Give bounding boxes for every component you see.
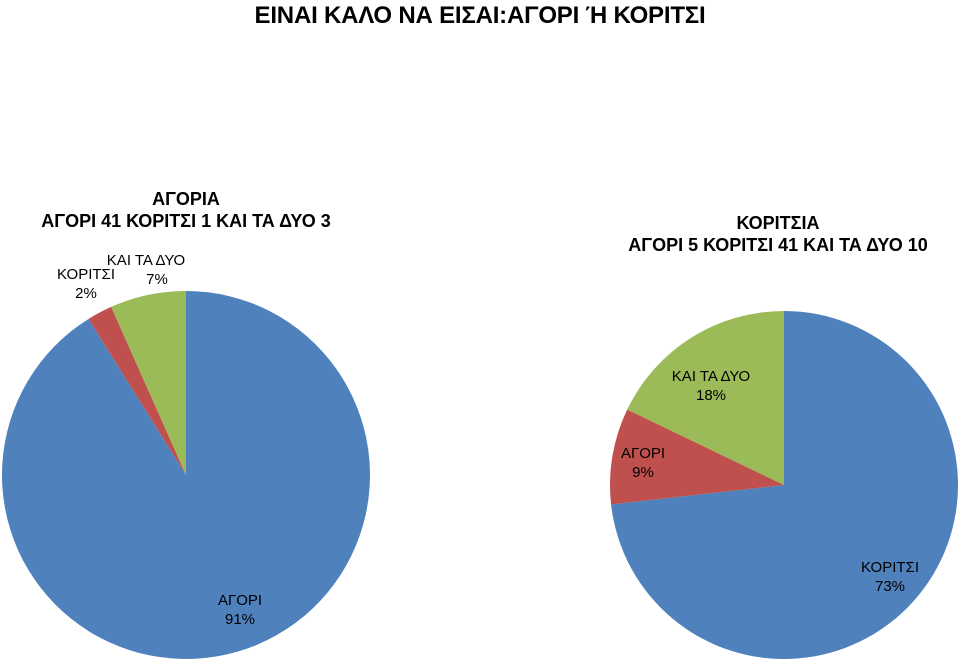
slice-label-boys-koritsi: ΚΟΡΙΤΣΙ 2% (57, 266, 115, 302)
slice-girls-kai-ta-dyo (627, 311, 784, 485)
slice-boys-agori (1, 291, 370, 660)
slice-label-boys-agori: ΑΓΟΡΙ 91% (217, 592, 263, 628)
slice-boys-koritsi (88, 306, 186, 475)
slice-girls-agori (609, 409, 784, 505)
chart-boys-title-line2: ΑΓΟΡΙ 41 ΚΟΡΙΤΣΙ 1 ΚΑΙ ΤΑ ΔΥΟ 3 (41, 211, 331, 231)
chart-boys-title-line1: ΑΓΟΡΙΑ (152, 189, 220, 209)
slice-label-girls-koritsi: ΚΟΡΙΤΣΙ 73% (861, 559, 919, 595)
slice-label-girls-kai-ta-dyo: ΚΑΙ ΤΑ ΔΥΟ 18% (671, 368, 751, 404)
slice-label-boys-kai-ta-dyo: ΚΑΙ ΤΑ ΔΥΟ 7% (106, 252, 186, 288)
slice-boys-kai-ta-dyo (111, 291, 186, 475)
chart-girls-title-line1: ΚΟΡΙΤΣΙΑ (736, 213, 820, 233)
chart-girls-title-line2: ΑΓΟΡΙ 5 ΚΟΡΙΤΣΙ 41 ΚΑΙ ΤΑ ΔΥΟ 10 (628, 235, 928, 255)
page-title: ΕΙΝΑΙ ΚΑΛΟ ΝΑ ΕΙΣΑΙ:ΑΓΟΡΙ Ή ΚΟΡΙΤΣΙ (254, 2, 706, 29)
slice-girls-koritsi (611, 311, 958, 660)
chart-boys-title: ΑΓΟΡΙΑ ΑΓΟΡΙ 41 ΚΟΡΙΤΣΙ 1 ΚΑΙ ΤΑ ΔΥΟ 3 (0, 188, 372, 232)
chart-girls-title: ΚΟΡΙΤΣΙΑ ΑΓΟΡΙ 5 ΚΟΡΙΤΣΙ 41 ΚΑΙ ΤΑ ΔΥΟ 1… (596, 212, 960, 256)
slice-label-girls-agori: ΑΓΟΡΙ 9% (620, 445, 666, 481)
